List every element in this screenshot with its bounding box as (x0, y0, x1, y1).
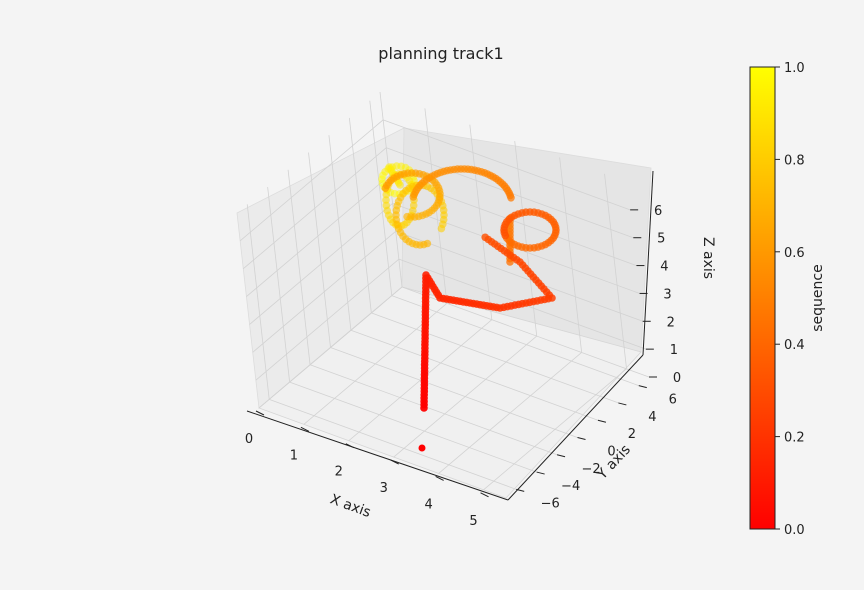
y-tick-label: −4 (561, 479, 580, 494)
axis-panes (236, 127, 652, 499)
y-axis-line (507, 354, 644, 501)
colorbar-gradient (749, 66, 776, 530)
colorbar-tick-label: 0.4 (784, 338, 805, 353)
data-point (409, 201, 418, 210)
x-tick-mark (255, 410, 265, 416)
x-tick-label: 2 (335, 465, 343, 480)
x-axis-line (246, 410, 509, 501)
grid-line-floor-y (371, 312, 619, 404)
colorbar-tick-label: 0.8 (784, 153, 805, 168)
grid-line-back-z (258, 286, 403, 409)
y-tick-label: 2 (628, 427, 636, 442)
x-axis-label: X axis (328, 492, 373, 521)
data-point (420, 404, 428, 412)
grid-line-side-x (604, 173, 627, 369)
z-axis-ticks: 0 1 2 3 4 5 6 (630, 204, 681, 386)
data-point (381, 184, 390, 192)
y-tick-label: 4 (648, 410, 656, 425)
z-axis-line (642, 170, 654, 356)
grid-line-back-z (249, 203, 393, 325)
colorbar-tick-label: 0.2 (784, 431, 805, 446)
z-tick-label: 3 (663, 287, 671, 302)
y-tick-mark (536, 471, 545, 475)
y-tick-mark (638, 385, 647, 389)
grid-line-back-z (246, 175, 390, 297)
x-tick-mark (435, 476, 444, 481)
data-point (501, 231, 510, 240)
y-tick-mark (618, 402, 627, 406)
grid-line-back-z (239, 119, 384, 242)
data-point (418, 444, 426, 452)
x-tick-label: 4 (424, 497, 432, 512)
grid-line-floor-y (391, 295, 639, 387)
grid-line-side-z (383, 119, 631, 211)
x-tick-mark (480, 492, 489, 498)
y-tick-mark (556, 454, 566, 458)
data-point (507, 194, 515, 202)
data-point (382, 196, 390, 204)
colorbar-tick-label: 0.6 (784, 246, 805, 261)
grid-line-side-x (559, 157, 583, 353)
y-tick-label: 0 (607, 445, 615, 460)
grid-line-back-y (267, 187, 291, 383)
colorbar-tick-label: 1.0 (784, 61, 805, 76)
grid-line-back-z (255, 258, 400, 381)
scatter-points (378, 162, 560, 452)
grid-line-floor-y (350, 329, 599, 421)
x-tick-label: 1 (290, 448, 298, 463)
x-tick-label: 0 (245, 432, 253, 447)
grid-line-back-y (348, 117, 372, 313)
grid-line-back-y (369, 100, 393, 296)
grid-line-back-y (308, 152, 331, 348)
chart-title: planning track1 (378, 44, 503, 63)
data-point (382, 190, 391, 199)
grid-line-floor-y (289, 381, 537, 473)
z-tick-label: 1 (670, 343, 678, 358)
z-tick-label: 5 (657, 232, 665, 247)
y-tick-label: 6 (669, 393, 677, 408)
x-tick-label: 3 (380, 481, 388, 496)
z-tick-label: 0 (673, 371, 681, 386)
y-tick-mark (597, 419, 607, 423)
grid-line-floor-y (269, 398, 517, 490)
grid-line-back-z (252, 230, 396, 353)
x-axis-ticks: 0 1 2 3 4 5 (245, 410, 489, 529)
grid-line-back-z (243, 147, 387, 270)
grid-line-side-x (469, 124, 493, 320)
colorbar: 0.0 0.2 0.4 0.6 0.8 1.0 sequence (749, 61, 826, 538)
x-tick-label: 5 (469, 514, 477, 529)
data-point (423, 239, 432, 248)
y-tick-label: −2 (581, 462, 600, 477)
colorbar-tick-label: 0.0 (784, 523, 805, 538)
z-tick-label: 2 (667, 315, 675, 330)
z-tick-label: 4 (660, 260, 668, 275)
x-tick-mark (390, 459, 399, 465)
grid-line-floor-y (330, 347, 578, 438)
grid-line-back-y (246, 204, 270, 400)
z-tick-label: 6 (654, 204, 662, 219)
y-tick-mark (577, 437, 586, 440)
colorbar-ticks: 0.0 0.2 0.4 0.6 0.8 1.0 (775, 61, 805, 538)
colorbar-label: sequence (810, 264, 826, 331)
grid-line-back-y (287, 169, 311, 365)
z-axis-label: Z axis (700, 237, 716, 279)
y-tick-label: −6 (541, 496, 560, 511)
grid-line-back-y (328, 135, 352, 331)
x-tick-mark (345, 443, 355, 449)
grid-line-side-z (395, 230, 643, 322)
data-point (396, 181, 404, 189)
x-tick-mark (300, 426, 310, 432)
y-tick-mark (516, 488, 525, 492)
axis-edges (246, 170, 654, 501)
grid-line-floor-y (309, 364, 558, 456)
